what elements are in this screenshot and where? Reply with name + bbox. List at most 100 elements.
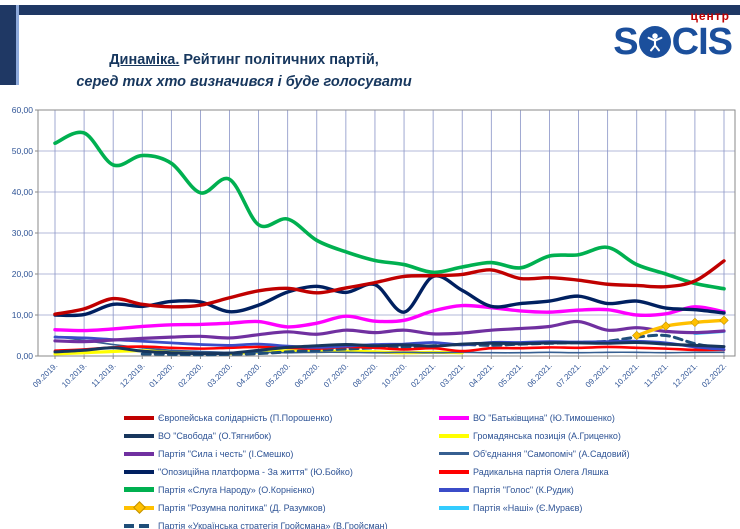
x-axis-label: 12.2021. — [671, 361, 699, 389]
x-axis-label: 09.2019. — [31, 361, 59, 389]
top-accent-bar — [0, 5, 740, 15]
logo-word: S CIS — [613, 21, 733, 63]
legend-swatch-bar — [439, 433, 469, 438]
diamond-marker — [632, 330, 642, 341]
legend-item-syla-i-chest: Партія "Сила і честь" (І.Смешко) — [124, 447, 388, 460]
x-axis-label: 01.2020. — [147, 361, 175, 389]
title-line1-rest: Рейтинг політичних партій, — [179, 52, 379, 68]
logo-letters-cis: CIS — [671, 21, 733, 63]
diamond-marker-icon — [132, 501, 146, 514]
x-axis-label: 06.2020. — [293, 361, 321, 389]
series-line-opzzh — [53, 274, 726, 318]
x-axis-label: 05.2021. — [496, 361, 524, 389]
legend-swatch-bar — [124, 487, 154, 492]
series-line-syla-i-chest — [53, 319, 726, 344]
legend-swatch-bar — [124, 523, 154, 528]
legend-label-hromadianska-pozytsiia: Громадянська позиція (А.Гриценко) — [473, 430, 621, 441]
plot-border — [37, 109, 736, 357]
x-axis-label: 09.2021. — [584, 361, 612, 389]
legend-label-nashi: Партія «Наші» (Є.Мураєв) — [473, 502, 583, 513]
legend-swatch-bar — [439, 415, 469, 420]
legend-swatch-bar — [124, 469, 154, 474]
legend-column-right: ВО "Батьківщина" (Ю.Тимошенко) Громадянсь… — [439, 411, 630, 519]
legend-label-samopomich: Об'єднання "Самопоміч" (А.Садовий) — [473, 448, 630, 459]
legend-label-svoboda: ВО "Свобода" (О.Тягнибок) — [158, 430, 272, 441]
legend-label-yevropeiska-solidarnist: Європейська солідарність (П.Порошенко) — [158, 412, 333, 423]
x-axis-label: 08.2020. — [351, 361, 379, 389]
legend-swatch-ukrainska-stratehiia-hroismana — [124, 523, 154, 528]
legend-label-radykalna-partiia: Радикальна партія Олега Ляшка — [473, 466, 609, 477]
series-line-rozumna-polityka — [635, 318, 726, 338]
title-word-dynamics: Динаміка. — [109, 52, 180, 68]
series-line-batkivshchyna — [53, 303, 726, 333]
x-axis-label: 11.2021. — [642, 361, 670, 389]
legend-item-rozumna-polityka: Партія "Розумна політика" (Д. Разумков) — [124, 501, 388, 514]
x-axis-label: 04.2020. — [235, 361, 263, 389]
y-axis-label: 20,00 — [12, 269, 34, 279]
legend-swatch-batkivshchyna — [439, 415, 469, 420]
x-axis-label: 03.2020. — [206, 361, 234, 389]
legend-item-hromadianska-pozytsiia: Громадянська позиція (А.Гриценко) — [439, 429, 630, 442]
x-axis-label: 04.2021. — [467, 361, 495, 389]
legend-swatch-bar — [439, 487, 469, 492]
legend-swatch-bar — [124, 433, 154, 438]
x-axis-label: 07.2020. — [322, 361, 350, 389]
series-line-svoboda — [53, 340, 726, 356]
legend-swatch-rozumna-polityka — [124, 501, 154, 514]
legend-label-batkivshchyna: ВО "Батьківщина" (Ю.Тимошенко) — [473, 412, 615, 423]
legend-item-ukrainska-stratehiia-hroismana: Партія «Українська стратегія Гройсмана» … — [124, 519, 388, 529]
y-axis-label: 60,00 — [12, 105, 34, 115]
x-axis-label: 10.2019. — [60, 361, 88, 389]
legend-item-radykalna-partiia: Радикальна партія Олега Ляшка — [439, 465, 630, 478]
x-axis-label: 02.2021. — [409, 361, 437, 389]
legend-item-samopomich: Об'єднання "Самопоміч" (А.Садовий) — [439, 447, 630, 460]
logo-letter-s1: S — [613, 21, 638, 63]
diamond-marker — [661, 321, 671, 331]
series-line-radykalna-partiia — [53, 345, 726, 353]
y-axis-label: 50,00 — [12, 146, 34, 156]
legend-label-rozumna-polityka: Партія "Розумна політика" (Д. Разумков) — [158, 502, 326, 513]
series-line-samopomich — [54, 335, 725, 354]
x-axis-label: 06.2021. — [526, 361, 554, 389]
legend-swatch-radykalna-partiia — [439, 469, 469, 474]
y-axis-label: 30,00 — [12, 228, 34, 238]
legend-item-holos: Партія "Голос" (К.Рудик) — [439, 483, 630, 496]
legend-swatch-bar — [124, 451, 154, 456]
y-axis-label: 0,00 — [16, 351, 33, 361]
x-axis-label: 05.2020. — [264, 361, 292, 389]
legend-label-holos: Партія "Голос" (К.Рудик) — [473, 484, 574, 495]
x-axis-label: 12.2019. — [118, 361, 146, 389]
legend-swatch-bar — [124, 415, 154, 420]
legend-label-opzzh: "Опозиційна платформа - За життя" (Ю.Бой… — [158, 466, 353, 477]
series-line-sluha-narodu — [53, 130, 726, 291]
legend-swatch-bar — [439, 505, 469, 510]
legend-swatch-bar — [439, 452, 469, 455]
legend-item-nashi: Партія «Наші» (Є.Мураєв) — [439, 501, 630, 514]
legend-swatch-opzzh — [124, 469, 154, 474]
title-line2: серед тих хто визначився і буде голосува… — [76, 73, 412, 90]
legend-swatch-holos — [439, 487, 469, 492]
legend-swatch-samopomich — [439, 452, 469, 455]
legend-column-left: Європейська солідарність (П.Порошенко) ВО… — [124, 411, 388, 529]
diamond-marker — [719, 315, 729, 325]
legend-label-sluha-narodu: Партія «Слуга Народу» (О.Корнієнко) — [158, 484, 315, 495]
legend-swatch-syla-i-chest — [124, 451, 154, 456]
x-axis-label: 02.2020. — [176, 361, 204, 389]
legend-item-sluha-narodu: Партія «Слуга Народу» (О.Корнієнко) — [124, 483, 388, 496]
legend-swatch-bar — [439, 469, 469, 474]
person-icon — [647, 33, 663, 52]
x-axis-label: 07.2021. — [555, 361, 583, 389]
y-axis-label: 40,00 — [12, 187, 34, 197]
x-axis-label: 10.2021. — [613, 361, 641, 389]
y-axis-label: 10,00 — [12, 310, 34, 320]
logo-tagline: центр — [690, 9, 730, 23]
legend-swatch-yevropeiska-solidarnist — [124, 415, 154, 420]
person-in-circle-icon — [638, 26, 671, 58]
legend-swatch-hromadianska-pozytsiia — [439, 433, 469, 438]
x-axis-label: 02.2022. — [700, 361, 728, 389]
socis-logo: центр S CIS — [613, 9, 733, 63]
legend-swatch-nashi — [439, 505, 469, 510]
legend-item-svoboda: ВО "Свобода" (О.Тягнибок) — [124, 429, 388, 442]
